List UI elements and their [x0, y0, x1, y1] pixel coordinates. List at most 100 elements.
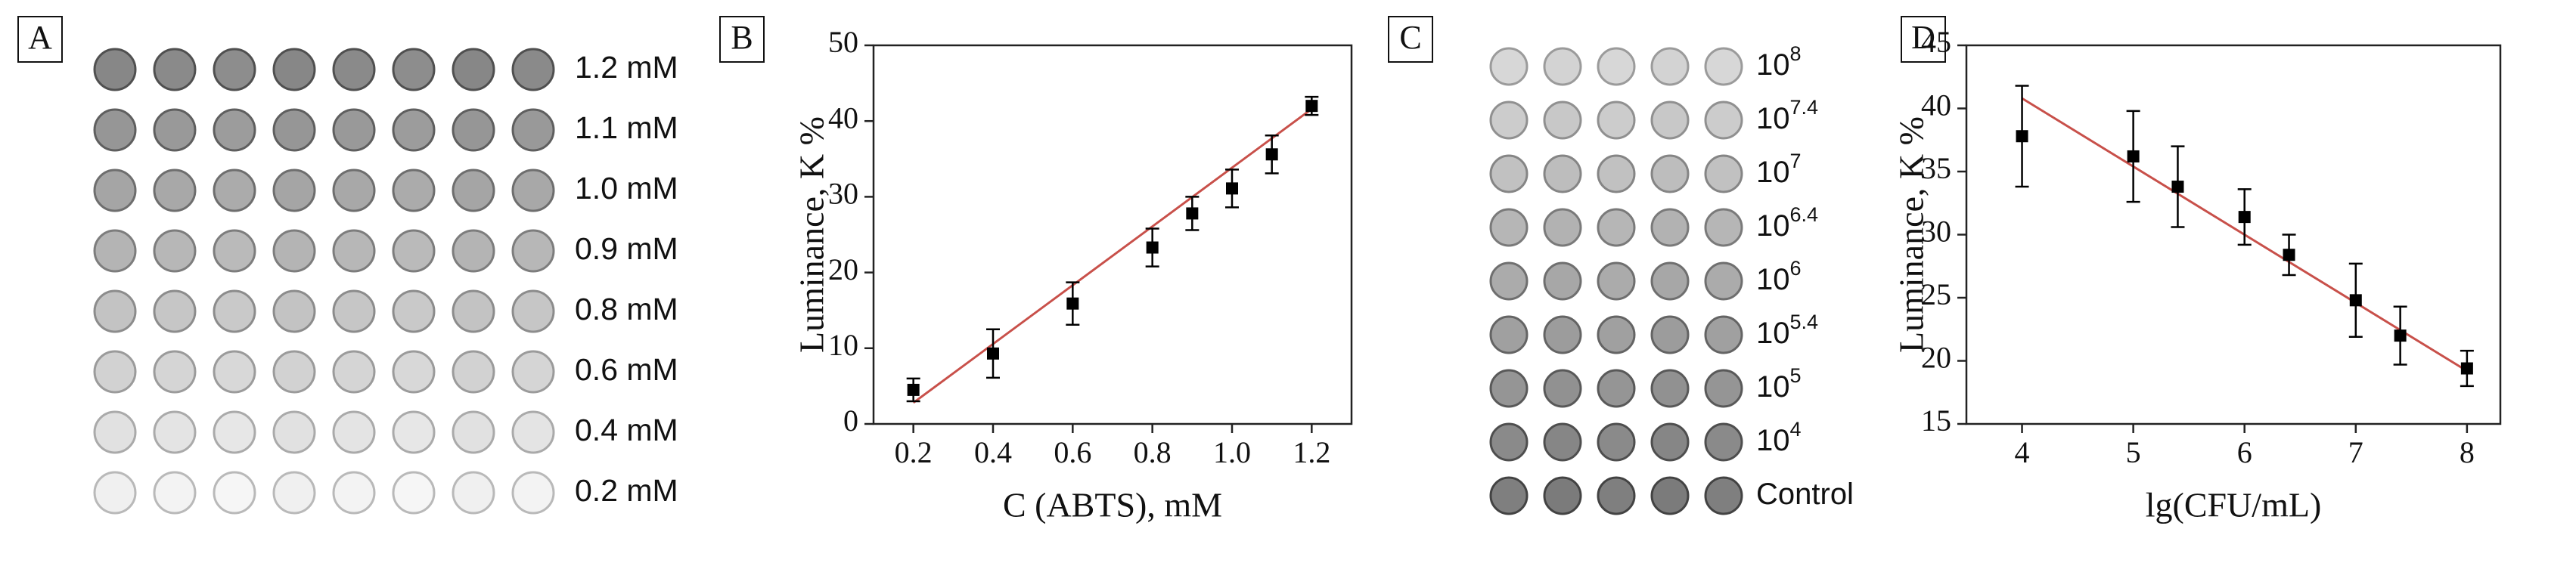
- well: [1597, 101, 1636, 140]
- row-label: 1.1 mM: [575, 110, 678, 145]
- label-exponent: 6: [1790, 257, 1802, 280]
- well: [1543, 422, 1582, 462]
- x-tick-label: 7: [2348, 435, 2363, 469]
- well: [153, 471, 197, 515]
- label-exponent: 7: [1790, 150, 1802, 172]
- row-label: 107.4: [1756, 96, 1818, 135]
- y-tick-label: 40: [828, 101, 858, 135]
- well: [392, 108, 436, 152]
- well: [272, 410, 316, 454]
- x-tick-label: 0.4: [974, 435, 1012, 469]
- panel-label: D: [1911, 19, 1935, 56]
- well: [392, 471, 436, 515]
- data-point: [2349, 294, 2362, 307]
- y-tick-label: 40: [1921, 88, 1951, 122]
- well: [93, 410, 137, 454]
- well-plate: [93, 48, 555, 515]
- label-base: 10: [1756, 156, 1790, 189]
- x-tick-label: 1.0: [1213, 435, 1251, 469]
- y-tick-label: 50: [828, 25, 858, 59]
- label-exponent: 4: [1790, 418, 1802, 441]
- row-label: Control: [1756, 478, 1854, 511]
- well: [1704, 422, 1743, 462]
- well: [1543, 369, 1582, 408]
- well: [392, 48, 436, 91]
- x-tick-label: 0.8: [1134, 435, 1172, 469]
- data-point: [2127, 150, 2140, 162]
- well: [452, 229, 495, 273]
- well: [272, 350, 316, 394]
- data-point: [1146, 241, 1159, 254]
- well: [93, 108, 137, 152]
- well: [392, 289, 436, 333]
- x-tick-label: 4: [2015, 435, 2030, 469]
- row-label: 104: [1756, 418, 1802, 456]
- row-label: 105.4: [1756, 311, 1818, 349]
- x-tick-label: 1.2: [1293, 435, 1330, 469]
- x-tick-label: 6: [2237, 435, 2252, 469]
- well: [1650, 315, 1690, 354]
- y-tick-label: 15: [1921, 404, 1951, 438]
- data-point: [1305, 100, 1318, 113]
- well: [332, 108, 376, 152]
- well: [511, 48, 555, 91]
- well: [1543, 154, 1582, 193]
- x-tick-label: 8: [2460, 435, 2475, 469]
- data-point: [1265, 148, 1278, 161]
- well: [511, 229, 555, 273]
- well: [1650, 154, 1690, 193]
- well: [452, 48, 495, 91]
- well: [1489, 154, 1529, 193]
- well: [1704, 47, 1743, 86]
- y-axis-title: Luminance, K %: [793, 116, 831, 353]
- row-label: 106: [1756, 257, 1802, 295]
- well: [1650, 208, 1690, 247]
- x-tick-label: 0.6: [1054, 435, 1091, 469]
- row-label: 106.4: [1756, 203, 1818, 242]
- well: [1543, 101, 1582, 140]
- panel-label-box: [17, 16, 63, 63]
- well: [1650, 369, 1690, 408]
- label-base: Control: [1756, 478, 1854, 511]
- data-point: [2394, 329, 2407, 342]
- panel-label: B: [731, 19, 753, 56]
- well: [1650, 47, 1690, 86]
- label-base: 10: [1756, 48, 1790, 82]
- well-plate: [1489, 47, 1743, 515]
- well: [452, 410, 495, 454]
- well: [511, 289, 555, 333]
- label-base: 10: [1756, 209, 1790, 243]
- well: [213, 289, 256, 333]
- well: [1650, 261, 1690, 301]
- well: [153, 410, 197, 454]
- well: [332, 169, 376, 212]
- well: [452, 169, 495, 212]
- well: [1704, 315, 1743, 354]
- panel-label-box: [719, 16, 765, 63]
- y-tick-label: 30: [828, 177, 858, 211]
- well: [153, 289, 197, 333]
- label-base: 10: [1756, 263, 1790, 296]
- panel-label-box: [1901, 16, 1946, 63]
- well: [1597, 422, 1636, 462]
- well: [1704, 261, 1743, 301]
- data-point: [987, 347, 999, 360]
- plot-frame: [872, 44, 1353, 425]
- well: [1650, 476, 1690, 515]
- y-axis-title: Luminance, K %: [1892, 116, 1931, 353]
- well: [272, 169, 316, 212]
- well: [1543, 208, 1582, 247]
- data-point: [1066, 297, 1079, 310]
- well: [452, 108, 495, 152]
- label-exponent: 6.4: [1790, 203, 1819, 226]
- well: [1489, 369, 1529, 408]
- well: [452, 471, 495, 515]
- well: [1704, 476, 1743, 515]
- well: [1543, 261, 1582, 301]
- panel-label: A: [28, 19, 52, 56]
- well: [511, 471, 555, 515]
- x-axis-title: C (ABTS), mM: [1003, 486, 1222, 524]
- well: [332, 48, 376, 91]
- well: [153, 350, 197, 394]
